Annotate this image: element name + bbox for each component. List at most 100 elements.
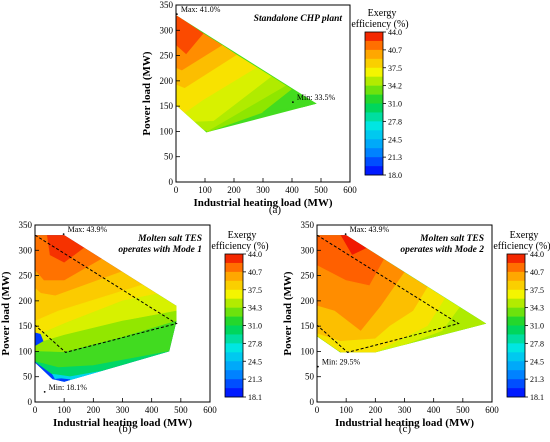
y-tick-label: 0 [169,177,174,187]
contour-band-10 [55,378,71,382]
y-tick-label: 0 [310,397,315,407]
x-tick-label: 600 [343,185,357,195]
chart-title: Molten salt TES [419,234,484,244]
colorbar-segment [507,254,525,264]
x-tick-label: 100 [57,405,71,415]
colorbar-segment [507,388,525,398]
x-axis-label: Industrial heating load (MW) [53,417,192,429]
colorbar-tick-label: 44.0 [248,250,262,259]
x-tick-label: 0 [315,405,320,415]
y-tick-label: 50 [23,372,33,382]
colorbar-segment [507,334,525,344]
colorbar-segment [225,361,243,371]
colorbar-tick-label: 18.1 [248,393,262,402]
colorbar-segment [365,76,383,86]
colorbar-tick-label: 40.7 [248,268,262,277]
colorbar-tick-label: 34.3 [248,304,262,313]
y-tick-label: 50 [164,152,174,162]
colorbar-segment [225,379,243,389]
colorbar-title: Exergy [368,8,397,19]
y-tick-label: 150 [301,321,315,331]
annotation-label: Max: 43.9% [68,225,108,234]
annotation-label: Max: 43.9% [350,225,390,234]
panel-label: (c) [399,423,412,435]
colorbar-segment [365,139,383,149]
contour-band-7 [261,89,317,113]
x-tick-label: 500 [314,185,328,195]
x-tick-label: 200 [369,405,383,415]
colorbar-segment [507,352,525,362]
x-tick-label: 500 [456,405,470,415]
colorbar-segment [365,103,383,113]
colorbar-segment [225,352,243,362]
x-tick-label: 0 [33,405,38,415]
colorbar-segment [507,307,525,317]
colorbar-segment [507,325,525,335]
x-tick-label: 400 [285,185,299,195]
colorbar-title: efficiency (%) [211,241,268,252]
colorbar-segment [365,121,383,131]
colorbar-segment [507,289,525,299]
colorbar-tick-label: 37.5 [248,286,262,295]
colorbar-segment [225,254,243,264]
x-tick-label: 400 [145,405,159,415]
colorbar-tick-label: 27.8 [530,339,544,348]
colorbar-segment [507,298,525,308]
colorbar-tick-label: 27.8 [248,339,262,348]
annotation-marker [43,390,46,393]
annotation-label: Min: 33.5% [297,93,336,102]
x-tick-label: 100 [198,185,212,195]
colorbar-segment [365,49,383,60]
annotation-label: Max: 41.0% [181,5,221,14]
y-axis-label: Power load (MW) [0,271,12,355]
colorbar-tick-label: 21.3 [248,375,262,384]
colorbar-segment [365,58,383,69]
colorbar-tick-label: 40.7 [388,46,402,55]
colorbar-segment [507,262,525,273]
y-tick-label: 150 [19,321,33,331]
y-tick-label: 100 [160,126,174,136]
colorbar-segment [507,271,525,282]
colorbar-segment [507,280,525,291]
colorbar-tick-label: 21.3 [388,153,402,162]
colorbar-tick-label: 34.2 [388,82,402,91]
panel-label: (b) [119,423,132,435]
chart-panel-1: 0 100 200 300 400 500 600 0 50 100 150 200 250 300 350… [0,220,269,435]
colorbar-tick-label: 37.5 [530,286,544,295]
colorbar-segment [225,343,243,353]
contour-bands [317,235,487,353]
x-tick-label: 100 [339,405,353,415]
y-tick-label: 100 [19,346,33,356]
colorbar-tick-label: 27.8 [388,117,402,126]
chart-panel-2: 0 100 200 300 400 500 600 0 50 100 150 200 250 300 350… [282,220,550,435]
colorbar-tick-label: 31.0 [530,322,544,331]
contour-bands [176,15,317,133]
colorbar-segment [225,262,243,273]
colorbar-tick-label: 31.0 [388,100,402,109]
y-tick-label: 0 [28,397,33,407]
y-tick-label: 300 [301,245,315,255]
colorbar-title: Exergy [228,230,257,241]
y-tick-label: 350 [19,220,33,230]
colorbar-segment [225,388,243,398]
colorbar-segment [365,67,383,77]
colorbar-segment [365,94,383,104]
annotation-label: Min: 29.5% [322,358,361,367]
x-tick-label: 0 [174,185,179,195]
annotation-marker [344,233,347,236]
y-tick-label: 250 [19,271,33,281]
x-tick-label: 500 [174,405,188,415]
colorbar-tick-label: 24.5 [248,357,262,366]
colorbar-segment [225,370,243,380]
annotation-marker [317,365,319,368]
x-tick-label: 600 [203,405,217,415]
x-tick-label: 300 [398,405,412,415]
colorbar-segment [507,316,525,326]
y-tick-label: 200 [19,296,33,306]
x-tick-label: 300 [256,185,270,195]
colorbar-segment [225,298,243,308]
chart-title: Molten salt TES [137,234,202,244]
x-tick-label: 200 [87,405,101,415]
colorbar-tick-label: 24.5 [530,357,544,366]
chart-title: operates with Mode 1 [118,245,202,255]
